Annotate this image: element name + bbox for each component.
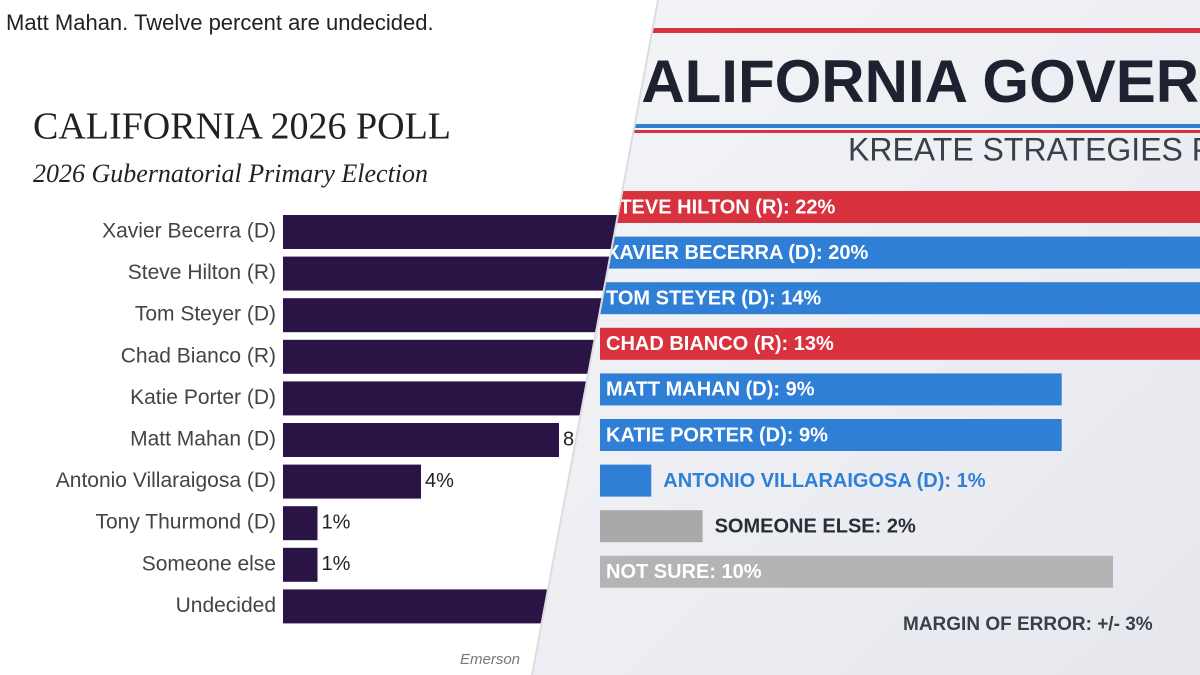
bar [283,381,628,416]
category-label: Xavier Becerra (D) [102,220,276,243]
category-label: Tony Thurmond (D) [95,511,276,534]
note: MARGIN OF ERROR: +/- 3% [903,614,1153,635]
source: Emerson [460,651,520,668]
bar-label: STEVE HILTON (R): 22% [606,196,836,218]
bar [600,510,703,543]
chart-subtitle: 2026 Gubernatorial Primary Election [33,159,428,188]
category-label: Matt Mahan (D) [130,428,276,451]
bar [600,236,1200,269]
value-label: 1% [322,511,351,533]
bar [283,547,318,582]
top-stripe [532,28,1200,33]
category-label: Undecided [176,594,276,617]
category-label: Katie Porter (D) [130,386,276,409]
bar [283,464,421,499]
category-label: Someone else [142,552,276,575]
category-label: Chad Bianco (R) [121,344,276,367]
bar-label: XAVIER BECERRA (D): 20% [606,242,868,264]
chart-subtitle: KREATE STRATEGIES POLL [848,131,1200,167]
value-label: 4% [425,470,454,492]
bar [600,419,1062,451]
panel-edge [531,0,659,675]
bar-label: TOM STEYER (D): 14% [606,287,821,309]
bar-label: ANTONIO VILLARAIGOSA (D): 1% [663,470,985,492]
chart-title: CALIFORNIA GOVERNOR [598,48,1200,115]
bar [600,464,652,497]
bar [600,327,1200,360]
bar-label: SOMEONE ELSE: 2% [715,515,916,537]
bar [283,506,318,541]
category-label: Tom Steyer (D) [135,303,276,326]
bar [283,423,559,457]
red-stripe [532,130,1200,133]
bar [600,191,1200,223]
value-label: 1% [322,553,351,575]
right-panel: CALIFORNIA GOVERNOR KREATE STRATEGIES PO… [532,0,1200,675]
value-label: 8 [563,428,574,450]
bar-label: NOT SURE: 10% [606,561,762,583]
bar [600,555,1113,588]
bar-label: KATIE PORTER (D): 9% [606,424,828,446]
bar-label: CHAD BIANCO (R): 13% [606,333,834,355]
chart-title: CALIFORNIA 2026 POLL [33,106,451,148]
bar [600,373,1062,406]
blue-stripe [532,124,1200,128]
category-label: Antonio Villaraigosa (D) [56,469,276,492]
bar [600,282,1200,315]
category-label: Steve Hilton (R) [128,261,276,284]
bar-label: MATT MAHAN (D): 9% [606,379,815,401]
caption: Matt Mahan. Twelve percent are undecided… [6,10,434,35]
